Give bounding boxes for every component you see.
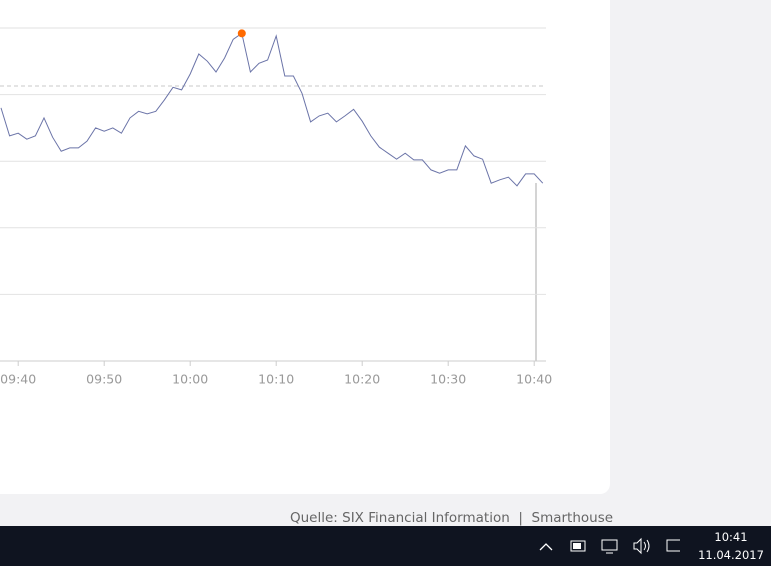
x-tick-label: 10:40 [516,372,552,387]
tray-icons [539,537,680,555]
chart-card: 09:40 09:50 10:00 10:10 10:20 10:30 10:40 [0,0,610,494]
source-line: Quelle: SIX Financial Information | Smar… [290,510,614,526]
x-tick-label: 10:10 [258,372,294,387]
chart: 09:40 09:50 10:00 10:10 10:20 10:30 10:40 [0,27,552,387]
taskbar: 10:41 11.04.2017 [0,526,771,566]
clock-date[interactable]: 11.04.2017 [698,548,764,562]
price-line [0,32,544,187]
provider[interactable]: Smarthouse [531,510,614,526]
x-tick-label: 09:40 [0,372,36,387]
source: Quelle: SIX Financial Information [290,510,510,526]
clock-time[interactable]: 10:41 [714,530,748,544]
x-tick-label: 10:00 [172,372,208,387]
max-marker [237,29,246,38]
x-tick-label: 10:20 [344,372,380,387]
x-tick-label: 09:50 [86,372,122,387]
x-tick-label: 10:30 [430,372,466,387]
